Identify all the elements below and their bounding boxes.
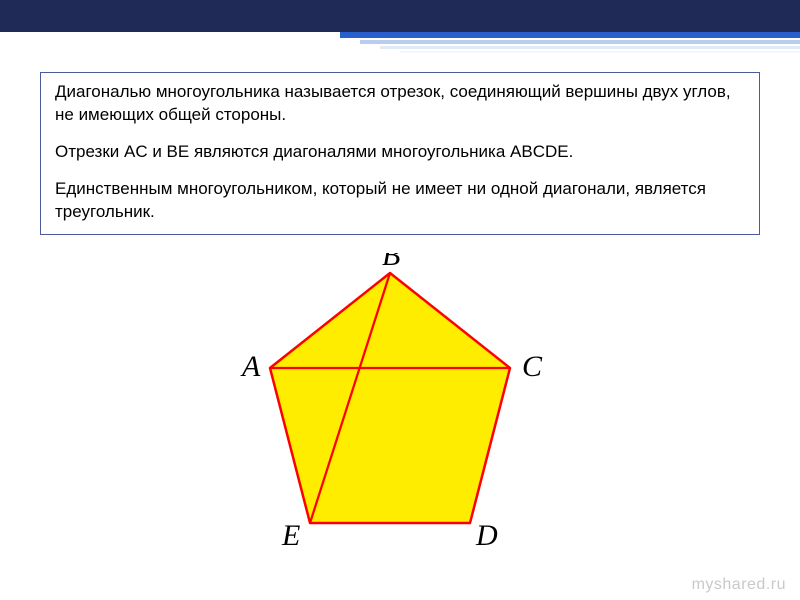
definition-box: Диагональю многоугольника называется отр…	[40, 72, 760, 235]
vertex-label-B: B	[382, 253, 400, 272]
pentagon-diagram: A B C D E	[220, 253, 580, 563]
vertex-label-D: D	[475, 519, 498, 552]
header-accent-4	[400, 51, 800, 53]
definition-p1: Диагональю многоугольника называется отр…	[55, 81, 745, 127]
header-accent-2	[360, 40, 800, 44]
vertex-label-E: E	[281, 519, 300, 552]
vertex-label-A: A	[240, 350, 261, 383]
figure-container: A B C D E	[0, 253, 800, 563]
vertex-label-C: C	[522, 350, 543, 383]
pentagon-shape	[270, 273, 510, 523]
definition-p2: Отрезки AC и BE являются диагоналями мно…	[55, 141, 745, 164]
header-dark-band	[0, 0, 800, 32]
definition-p3: Единственным многоугольником, который не…	[55, 178, 745, 224]
header-accent-3	[380, 46, 800, 49]
site-credit: myshared.ru	[692, 576, 786, 594]
header-accent-1	[340, 32, 800, 38]
slide-header	[0, 0, 800, 32]
